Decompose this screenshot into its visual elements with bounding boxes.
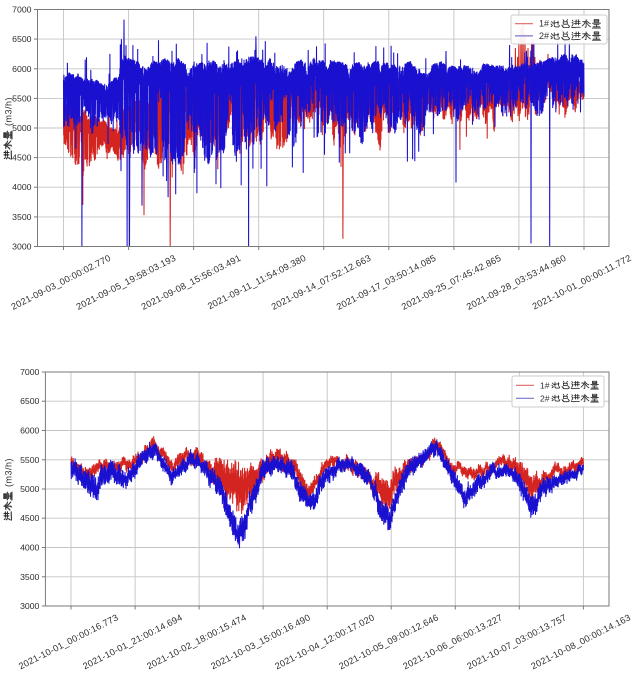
svg-text:2#: 2# xyxy=(540,393,550,403)
svg-text:6000: 6000 xyxy=(20,426,39,436)
svg-text:3500: 3500 xyxy=(20,572,39,582)
svg-text:4500: 4500 xyxy=(12,153,31,163)
svg-text:7000: 7000 xyxy=(12,5,31,15)
svg-text:6500: 6500 xyxy=(12,34,31,44)
svg-text:3000: 3000 xyxy=(12,242,31,252)
svg-text:4500: 4500 xyxy=(20,513,39,523)
svg-text:1#: 1# xyxy=(539,19,549,29)
svg-text:7000: 7000 xyxy=(20,367,39,377)
svg-text:5000: 5000 xyxy=(20,484,39,494)
svg-text:4000: 4000 xyxy=(12,182,31,192)
svg-text:5500: 5500 xyxy=(12,93,31,103)
svg-text:5000: 5000 xyxy=(12,123,31,133)
svg-text:3000: 3000 xyxy=(20,601,39,611)
svg-text:6500: 6500 xyxy=(20,396,39,406)
svg-text:(m3/h): (m3/h) xyxy=(3,97,13,126)
svg-text:1#: 1# xyxy=(540,380,550,390)
svg-text:(m3/h): (m3/h) xyxy=(3,458,13,487)
svg-text:3500: 3500 xyxy=(12,212,31,222)
svg-text:4000: 4000 xyxy=(20,543,39,553)
svg-text:6000: 6000 xyxy=(12,64,31,74)
svg-text:2#: 2# xyxy=(539,31,549,41)
svg-text:5500: 5500 xyxy=(20,455,39,465)
